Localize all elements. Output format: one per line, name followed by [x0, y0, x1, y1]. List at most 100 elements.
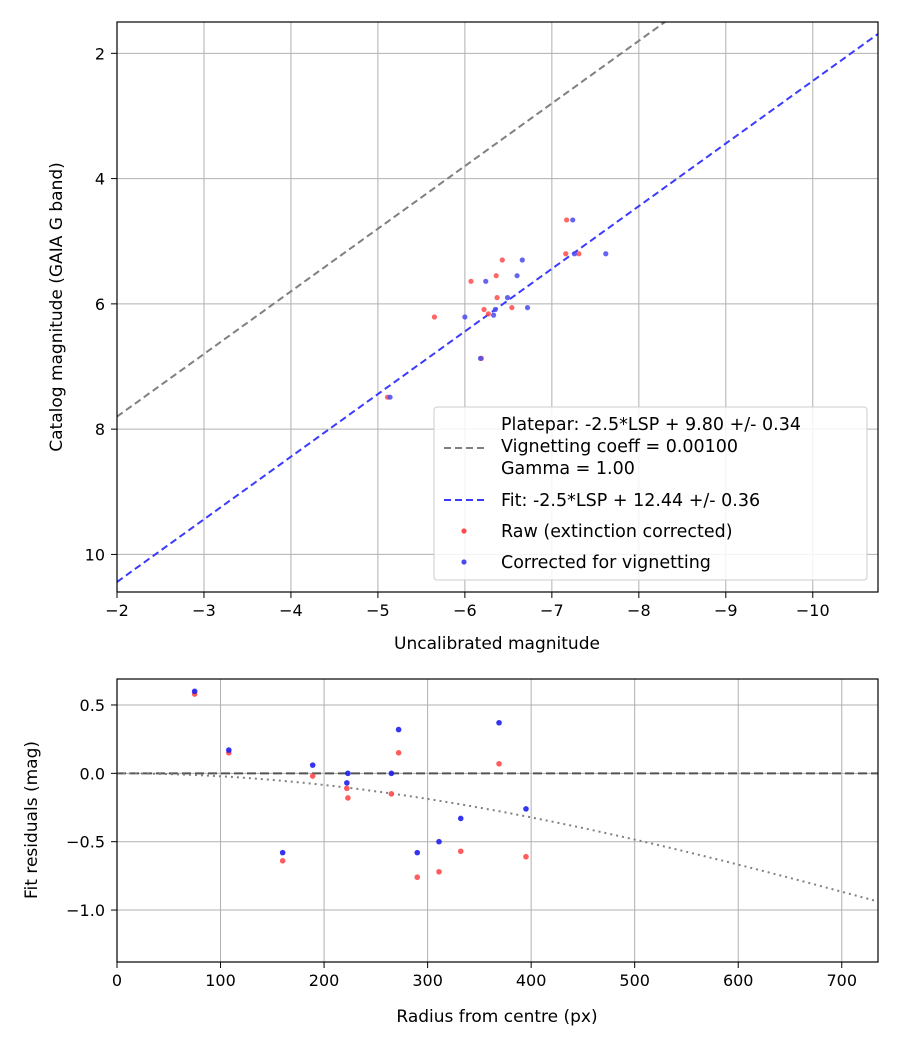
corrected-point [483, 278, 489, 284]
raw-point [468, 278, 474, 284]
legend-platepar-label-line: Vignetting coeff = 0.00100 [501, 437, 738, 457]
bottom-y-tick-label: 0.0 [80, 764, 105, 783]
raw-residual-point [496, 760, 502, 767]
raw-point [499, 257, 505, 263]
raw-residual-point [345, 795, 351, 801]
corrected-residual-point [388, 770, 395, 777]
bottom-grid [116, 679, 878, 962]
raw-point [485, 311, 491, 317]
top-y-tick-label: 6 [95, 295, 105, 314]
corrected-point [477, 355, 484, 361]
top-x-tick-label: −8 [627, 601, 651, 620]
top-x-tick-label: −10 [796, 601, 830, 620]
raw-point [431, 314, 438, 320]
corrected-residual-point [395, 726, 402, 733]
raw-point [509, 305, 515, 311]
top-data-points [384, 217, 609, 400]
corrected-residual-point [523, 806, 529, 812]
top-y-tick-label: 4 [95, 170, 105, 189]
raw-residual-point [279, 858, 286, 864]
platepar-fit-line [117, 22, 667, 418]
raw-residual-point [523, 853, 529, 860]
bottom-x-tick-label: 400 [516, 971, 547, 990]
bottom-y-ticks: 0.5 0.0 −0.5 −1.0 [66, 696, 117, 920]
corrected-residual-point [344, 780, 350, 786]
bottom-x-tick-label: 200 [309, 971, 340, 990]
corrected-point [524, 305, 531, 311]
bottom-y-axis-label: Fit residuals (mag) [22, 741, 42, 899]
bottom-x-tick-label: 700 [826, 971, 857, 990]
raw-point [564, 217, 570, 223]
raw-residual-point [457, 848, 464, 855]
bottom-x-axis-label: Radius from centre (px) [396, 1007, 597, 1027]
legend-corrected-label: Corrected for vignetting [501, 553, 711, 573]
raw-residual-point [414, 874, 421, 881]
bottom-chart: 0 100 200 300 400 500 600 700 0.5 0.0 −0.5 −1.0 Ra… [22, 678, 879, 1027]
corrected-point [519, 257, 525, 263]
new-fit-line [117, 33, 878, 583]
legend-fit-label: Fit: -2.5*LSP + 12.44 +/- 0.36 [501, 491, 760, 511]
corrected-point [492, 306, 498, 313]
vignetting-curve [117, 772, 878, 903]
legend: Platepar: -2.5*LSP + 9.80 +/- 0.34 Vignet… [433, 406, 868, 581]
corrected-residual-point [436, 838, 442, 845]
bottom-y-tick-label: −1.0 [66, 901, 105, 920]
raw-residual-point [395, 750, 402, 756]
corrected-residual-point [457, 815, 464, 822]
corrected-residual-point [414, 849, 421, 856]
bottom-x-ticks: 0 100 200 300 400 500 600 700 [112, 962, 857, 990]
corrected-residual-point [309, 762, 316, 768]
legend-platepar-label-line: Gamma = 1.00 [501, 459, 635, 479]
legend-raw-label: Raw (extinction corrected) [501, 522, 733, 542]
legend-platepar-label: Platepar: -2.5*LSP + 9.80 +/- 0.34 Vignet… [501, 415, 801, 479]
bottom-plot-frame [116, 678, 879, 963]
corrected-point [387, 394, 393, 400]
top-x-tick-label: −4 [279, 601, 303, 620]
bottom-reference-lines [117, 772, 878, 903]
top-x-tick-label: −5 [366, 601, 390, 620]
top-x-tick-label: −9 [714, 601, 738, 620]
raw-point [576, 251, 582, 257]
bottom-y-tick-label: −0.5 [66, 833, 105, 852]
corrected-point [462, 314, 468, 320]
top-y-tick-label: 2 [95, 44, 105, 63]
bottom-x-tick-label: 600 [723, 971, 754, 990]
corrected-point [490, 312, 497, 318]
top-y-ticks: 2 4 6 8 10 [85, 44, 117, 564]
raw-point [494, 295, 500, 301]
legend-raw-marker [461, 528, 467, 534]
top-fit-lines [117, 22, 878, 583]
corrected-residual-point [279, 849, 286, 856]
corrected-point [514, 273, 520, 279]
top-y-tick-label: 10 [85, 545, 105, 564]
top-x-axis-label: Uncalibrated magnitude [394, 634, 600, 654]
top-x-tick-label: −7 [540, 601, 564, 620]
raw-residual-point [388, 791, 395, 797]
corrected-residual-point [345, 770, 351, 777]
bottom-x-tick-label: 100 [205, 971, 236, 990]
top-chart: −2 −3 −4 −5 −6 −7 −8 −9 −10 2 4 6 8 10 Uncalibrated … [47, 21, 879, 654]
corrected-point [603, 251, 609, 257]
top-x-tick-label: −2 [105, 601, 129, 620]
corrected-point [504, 295, 511, 301]
raw-point [563, 251, 569, 257]
corrected-residual-point [496, 719, 502, 726]
raw-residual-point [309, 773, 316, 779]
corrected-point [571, 251, 578, 257]
raw-point [481, 306, 487, 313]
corrected-residual-point [191, 688, 198, 695]
bottom-y-tick-label: 0.5 [80, 696, 105, 715]
top-x-tick-label: −3 [192, 601, 216, 620]
bottom-x-tick-label: 500 [619, 971, 650, 990]
legend-box [433, 406, 868, 581]
top-y-axis-label: Catalog magnitude (GAIA G band) [47, 162, 67, 452]
bottom-x-tick-label: 0 [112, 971, 122, 990]
legend-platepar-label-line: Platepar: -2.5*LSP + 9.80 +/- 0.34 [501, 415, 801, 435]
legend-corrected-marker [461, 559, 467, 565]
top-plot-frame [116, 21, 879, 593]
raw-point [493, 273, 499, 279]
top-x-ticks: −2 −3 −4 −5 −6 −7 −8 −9 −10 [105, 592, 830, 620]
corrected-point [570, 217, 576, 223]
raw-residual-point [344, 785, 350, 792]
